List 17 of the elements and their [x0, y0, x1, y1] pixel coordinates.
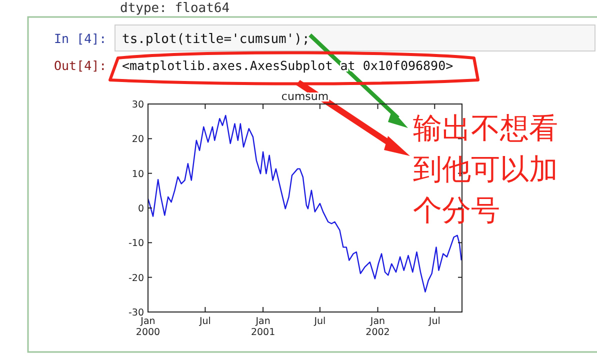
y-tick-label: 0	[138, 204, 144, 214]
y-tick-label: -10	[128, 238, 144, 250]
x-tick-label: Jul	[198, 316, 211, 327]
x-tick-label: Jul	[313, 316, 326, 327]
y-tick-label: 30	[132, 100, 144, 110]
text: Out[4]:	[54, 58, 107, 73]
x-tick-label: Jan 2000	[136, 316, 160, 338]
text: dtype: float64	[120, 1, 230, 16]
y-tick-label: 20	[132, 134, 144, 146]
text: ts.plot(title='cumsum');	[122, 32, 310, 47]
x-tick-label: Jul	[428, 316, 440, 327]
x-tick-label: Jan 2001	[250, 316, 276, 338]
x-tick-label: Jan 2002	[366, 316, 390, 338]
text: In [4]:	[54, 31, 107, 46]
y-tick-label: -20	[128, 272, 144, 284]
y-tick-label: -30	[128, 308, 144, 318]
y-tick-label: 10	[132, 168, 144, 180]
